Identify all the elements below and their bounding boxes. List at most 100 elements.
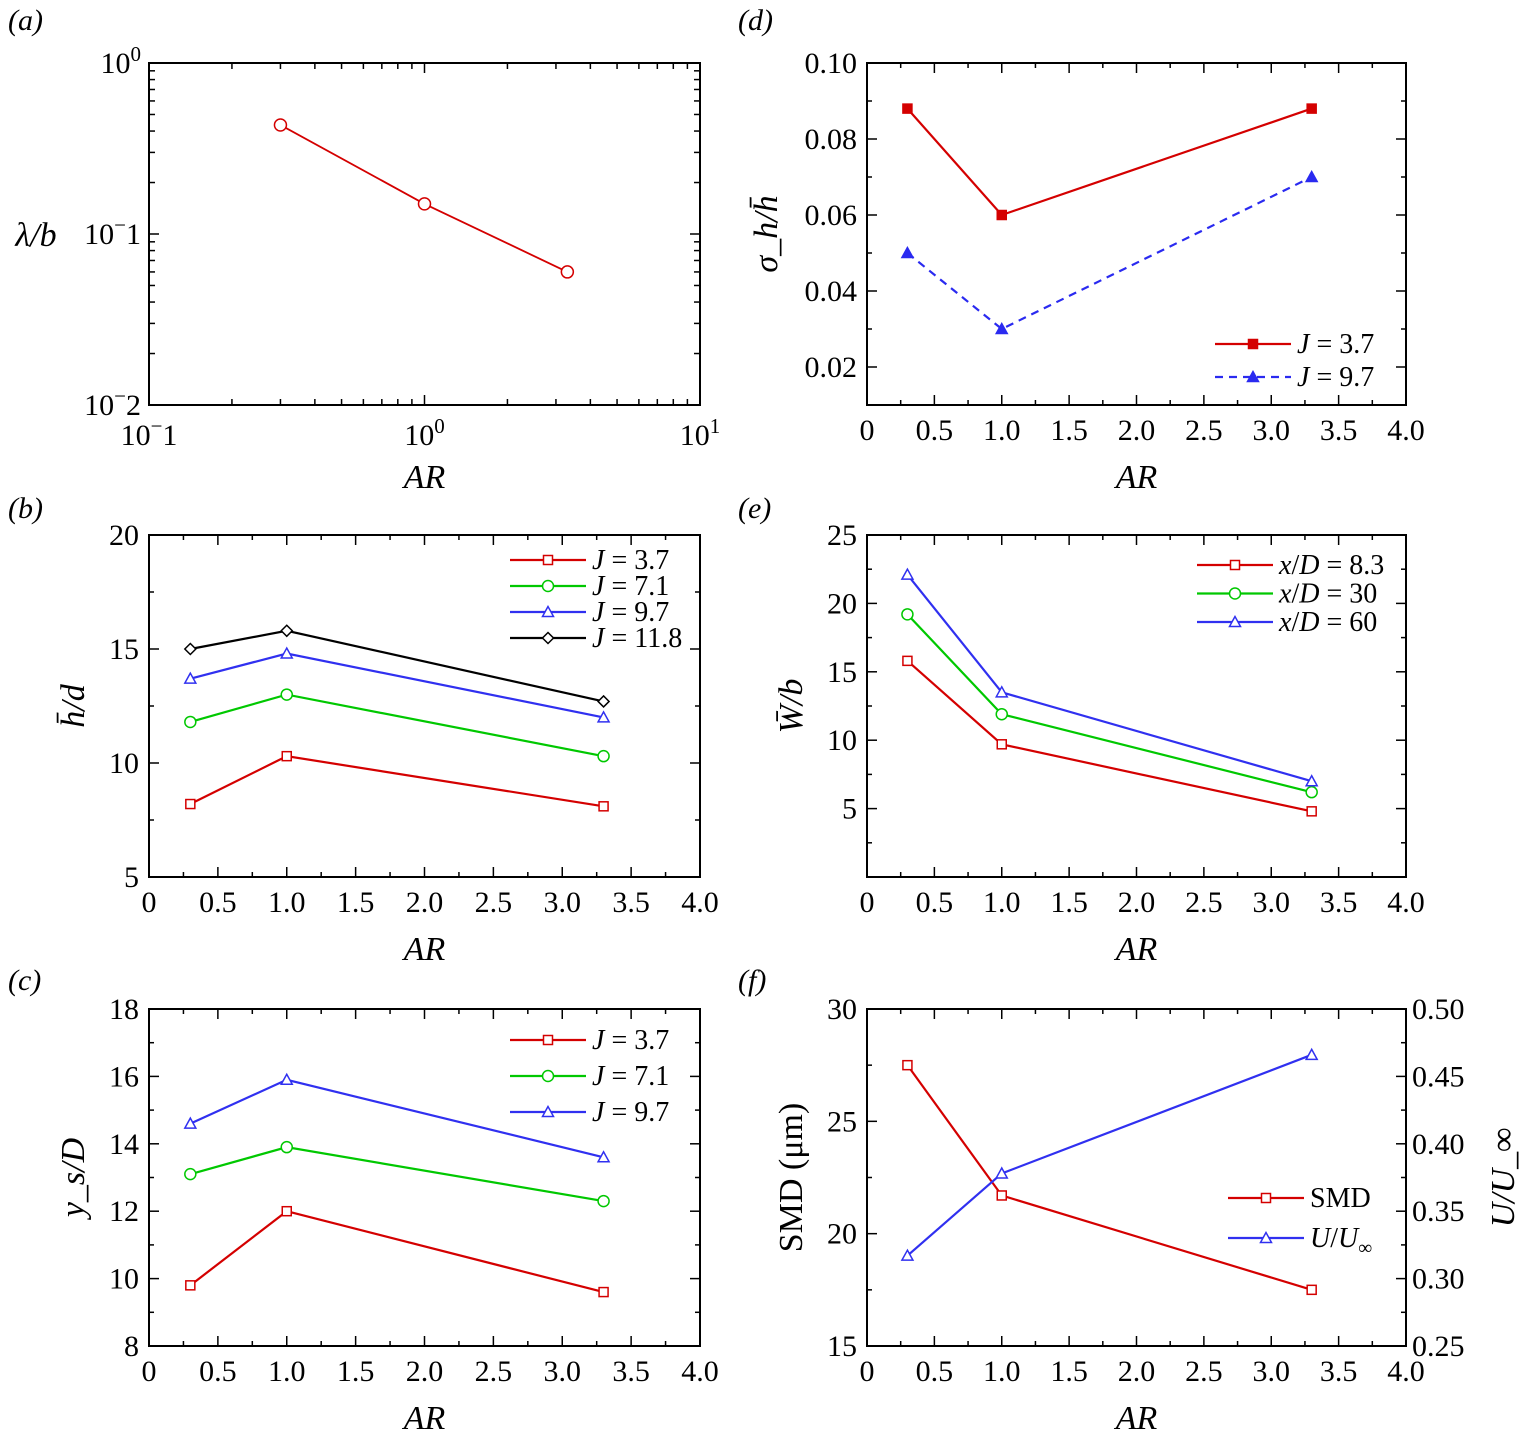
triangle-marker	[279, 646, 294, 659]
x-tick-label: 0	[860, 1355, 875, 1388]
x-tick-label: 2.0	[1118, 1355, 1156, 1388]
square-marker	[281, 1205, 292, 1217]
y2-tick-label: 0.35	[1412, 1195, 1465, 1228]
triangle-marker	[183, 1116, 198, 1129]
x-tick-label: 3.0	[544, 886, 582, 919]
legend-label: J = 9.7	[592, 597, 669, 628]
y-tick-label: 100​	[101, 42, 142, 80]
x-tick-label: 101​	[680, 414, 721, 452]
legend-label: J = 11.8	[592, 623, 682, 654]
diamond-marker	[541, 631, 555, 645]
square-marker	[996, 739, 1007, 750]
x-axis-label: AR	[1114, 459, 1158, 496]
y2-tick-label: 0.50	[1412, 993, 1465, 1026]
square-marker	[1306, 1284, 1317, 1296]
series-line	[906, 613, 1312, 794]
x-tick-label: 4.0	[681, 886, 719, 919]
y-axis-label: h̄/d	[55, 683, 92, 727]
triangle-marker	[900, 245, 915, 259]
diamond-marker	[183, 642, 197, 656]
circle-marker	[560, 265, 575, 279]
diamond-marker	[280, 624, 294, 638]
y-tick-label: 20	[827, 587, 857, 620]
legend: J = 3.7 J = 7.1 J = 9.7	[510, 1025, 669, 1128]
y-tick-label: 10	[109, 747, 139, 780]
diamond-marker	[597, 694, 611, 709]
y-tick-label: 10	[827, 724, 857, 757]
square-marker	[542, 554, 554, 566]
circle-marker	[901, 608, 914, 621]
square-marker	[598, 1286, 609, 1298]
legend: SMD U/U∞​	[1228, 1183, 1372, 1259]
x-tick-label: 3.5	[612, 886, 650, 919]
y-tick-label: 0.02	[805, 351, 858, 384]
triangle-marker	[1259, 1230, 1273, 1244]
x-tick-label: 1.0	[983, 1355, 1021, 1388]
x-tick-label: 0.5	[916, 414, 954, 447]
x-tick-label: 3.0	[1253, 886, 1291, 919]
x-axis-label: AR	[1114, 1400, 1158, 1429]
legend-label: J = 9.7	[592, 1097, 669, 1128]
circle-marker	[995, 707, 1008, 721]
y-tick-label: 14	[109, 1128, 139, 1161]
circle-marker	[280, 688, 293, 701]
x-tick-label: 2.0	[1118, 886, 1156, 919]
panel-label: (f)	[738, 964, 766, 997]
y-tick-label: 15	[109, 633, 139, 666]
x-tick-label: 0.5	[199, 1355, 237, 1388]
series-line	[189, 1210, 604, 1294]
x-tick-label: 0	[860, 886, 875, 919]
triangle-marker	[1246, 369, 1260, 383]
triangle-marker	[994, 1166, 1009, 1179]
series-line	[906, 1064, 1312, 1291]
series-line	[190, 652, 604, 719]
legend-label: x/D = 30	[1278, 579, 1377, 610]
square-marker	[185, 798, 196, 810]
x-tick-label: 3.0	[1253, 414, 1291, 447]
square-marker	[996, 209, 1007, 221]
panel-label: (e)	[738, 492, 771, 525]
x-tick-label: 1.0	[983, 886, 1021, 919]
x-tick-label: 0	[142, 1355, 157, 1388]
x-tick-label: 0.5	[916, 1355, 954, 1388]
triangle-marker	[900, 1248, 915, 1261]
y-axis-label: SMD (μm)	[773, 1103, 810, 1253]
series-line	[906, 107, 1313, 217]
series-line	[189, 755, 604, 808]
x-tick-label: 1.0	[983, 414, 1021, 447]
triangle-marker	[541, 604, 555, 618]
square-marker	[902, 1059, 913, 1071]
y-tick-label: 10−​1	[84, 213, 141, 251]
triangle-marker	[900, 567, 915, 580]
series-line	[906, 660, 1312, 813]
legend-label: J = 7.1	[592, 1061, 669, 1092]
chart-panel: (e) 0 0.5 1.0 1.5 2.0 2.5 3.0 3.5 4.0 5 10 15 20 25 AR W…	[738, 492, 1425, 968]
x-tick-label: 3.0	[544, 1355, 582, 1388]
circle-marker	[1305, 785, 1318, 799]
panel-label: (c)	[8, 964, 41, 997]
x-tick-label: 1.5	[337, 886, 375, 919]
triangle-marker	[541, 1104, 555, 1118]
x-tick-label: 2.0	[1118, 414, 1156, 447]
x-axis-label: AR	[402, 459, 446, 496]
series-line	[190, 629, 604, 703]
chart-panel: (f) 0 0.5 1.0 1.5 2.0 2.5 3.0 3.5 4.0 15 20 25 30 0.25…	[738, 964, 1522, 1429]
y-axis-label: λ/b	[14, 217, 56, 254]
triangle-marker	[994, 321, 1009, 335]
square-marker	[902, 655, 913, 667]
y-tick-label: 15	[827, 656, 857, 689]
y-tick-label: 12	[109, 1195, 139, 1228]
x-tick-label: 4.0	[1387, 414, 1425, 447]
y-tick-label: 20	[109, 519, 139, 552]
x-tick-label: 4.0	[1387, 1355, 1425, 1388]
legend: J = 3.7J = 7.1J = 9.7J = 11.8	[510, 545, 682, 654]
x-tick-label: 0.5	[916, 886, 954, 919]
x-tick-label: 1.5	[1050, 886, 1088, 919]
square-marker	[996, 1190, 1007, 1201]
y-tick-label: 25	[827, 519, 857, 552]
triangle-marker	[596, 710, 611, 723]
x-tick-label: 2.5	[475, 1355, 513, 1388]
y-tick-label: 5	[124, 861, 139, 894]
x-axis-label: AR	[402, 1400, 446, 1429]
x-tick-label: 3.5	[1320, 414, 1358, 447]
